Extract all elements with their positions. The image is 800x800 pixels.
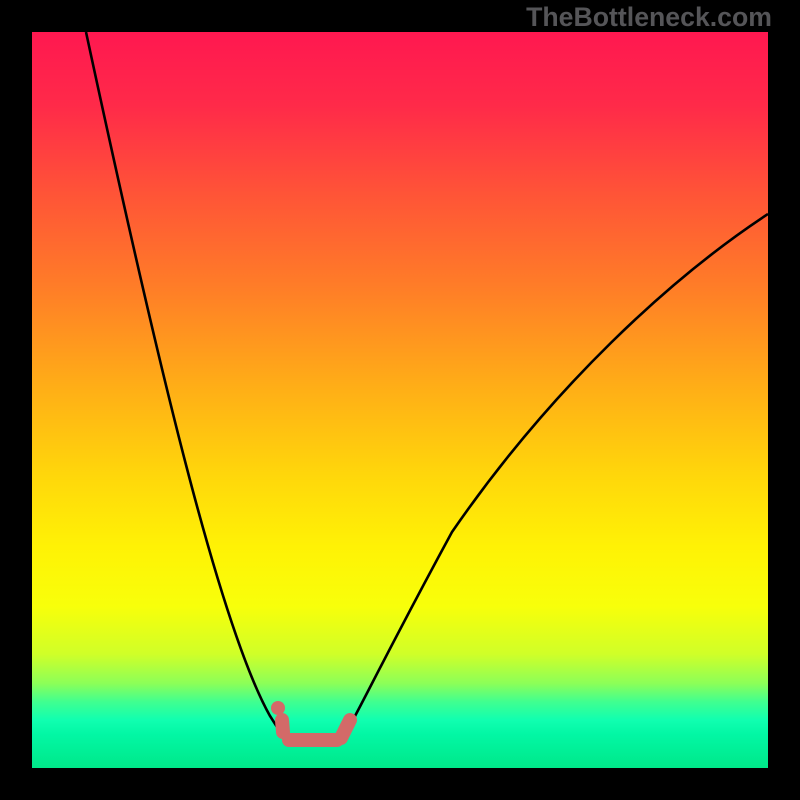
right-curve [342, 214, 768, 738]
curve-layer [32, 32, 768, 768]
valley-right-stub [341, 720, 350, 738]
valley-dot-icon [271, 701, 285, 715]
valley-marker [271, 701, 350, 740]
valley-vert-stub [282, 720, 283, 732]
plot-area [32, 32, 768, 768]
watermark-text: TheBottleneck.com [526, 2, 772, 33]
left-curve [86, 32, 284, 738]
chart-stage: TheBottleneck.com [0, 0, 800, 800]
